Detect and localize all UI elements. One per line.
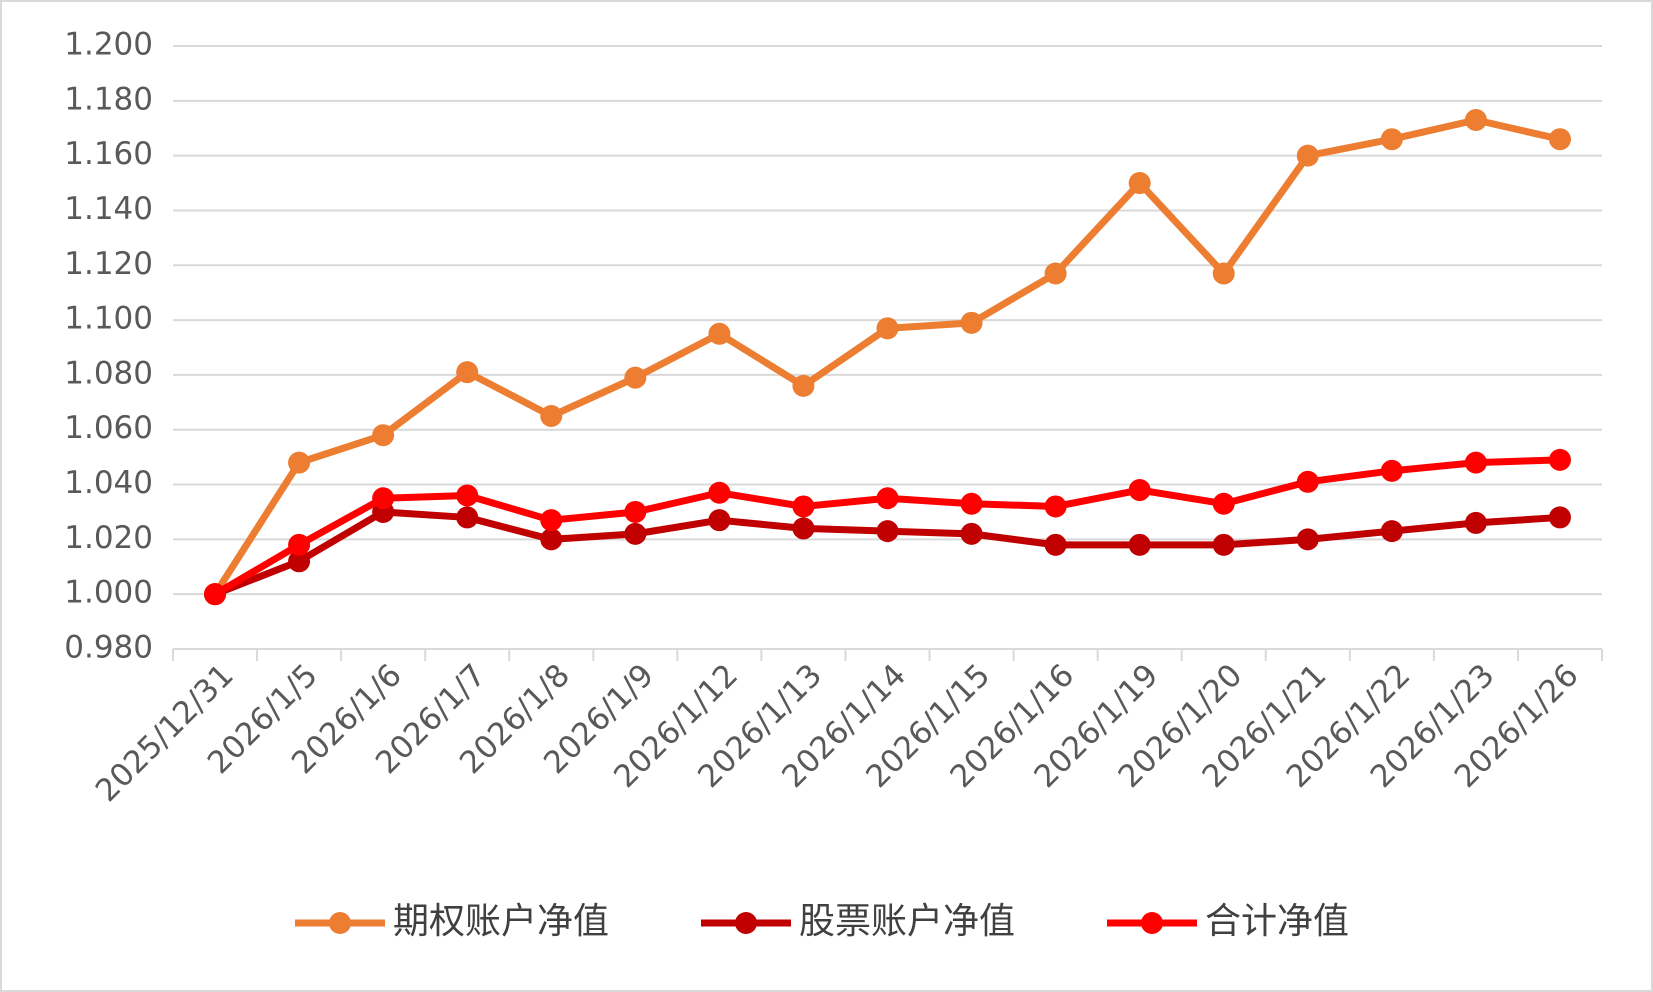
point — [708, 509, 731, 532]
y-tick-label: 1.120 — [64, 246, 153, 282]
point — [1380, 459, 1403, 482]
point — [1128, 479, 1151, 502]
point — [624, 522, 647, 545]
point — [540, 509, 563, 532]
point — [1212, 492, 1235, 515]
point — [1548, 128, 1571, 151]
point — [792, 374, 815, 397]
y-tick-label: 1.080 — [64, 355, 153, 391]
point — [1464, 511, 1487, 534]
point — [288, 533, 311, 556]
y-tick-label: 1.060 — [64, 410, 153, 446]
point — [1296, 470, 1319, 493]
point — [960, 522, 983, 545]
point — [1548, 506, 1571, 529]
point — [1128, 533, 1151, 556]
point — [540, 528, 563, 551]
point — [1380, 520, 1403, 543]
point — [372, 487, 395, 510]
y-tick-label: 1.200 — [64, 27, 153, 63]
point — [708, 322, 731, 345]
point — [1464, 109, 1487, 132]
legend-marker — [329, 912, 351, 934]
point — [288, 451, 311, 474]
point — [456, 506, 479, 529]
legend-text: 合计净值 — [1205, 901, 1349, 942]
point — [540, 405, 563, 428]
point — [1044, 495, 1067, 518]
point — [1212, 533, 1235, 556]
point — [960, 311, 983, 334]
point — [1128, 172, 1151, 195]
point — [792, 495, 815, 518]
point — [1212, 262, 1235, 285]
y-tick-label: 0.980 — [64, 630, 153, 666]
point — [624, 366, 647, 389]
legend-text: 期权账户净值 — [393, 901, 609, 942]
legend-marker — [735, 912, 757, 934]
point — [1380, 128, 1403, 151]
point — [1044, 262, 1067, 285]
point — [204, 583, 227, 606]
point — [456, 361, 479, 384]
point — [288, 550, 311, 573]
y-tick-label: 1.140 — [64, 191, 153, 227]
point — [876, 487, 899, 510]
point — [792, 517, 815, 540]
point — [1464, 451, 1487, 474]
y-tick-label: 1.040 — [64, 465, 153, 501]
y-tick-label: 1.160 — [64, 136, 153, 172]
legend-text: 股票账户净值 — [799, 901, 1015, 942]
point — [456, 484, 479, 507]
y-tick-label: 1.180 — [64, 81, 153, 117]
legend-marker — [1141, 912, 1163, 934]
point — [1044, 533, 1067, 556]
point — [708, 481, 731, 504]
y-tick-label: 1.020 — [64, 520, 153, 556]
point — [876, 317, 899, 340]
point — [1296, 528, 1319, 551]
point — [1548, 448, 1571, 471]
point — [624, 500, 647, 523]
point — [960, 492, 983, 515]
point — [372, 424, 395, 447]
y-tick-label: 1.000 — [64, 575, 153, 611]
point — [876, 520, 899, 543]
y-tick-label: 1.100 — [64, 301, 153, 337]
point — [1296, 144, 1319, 167]
